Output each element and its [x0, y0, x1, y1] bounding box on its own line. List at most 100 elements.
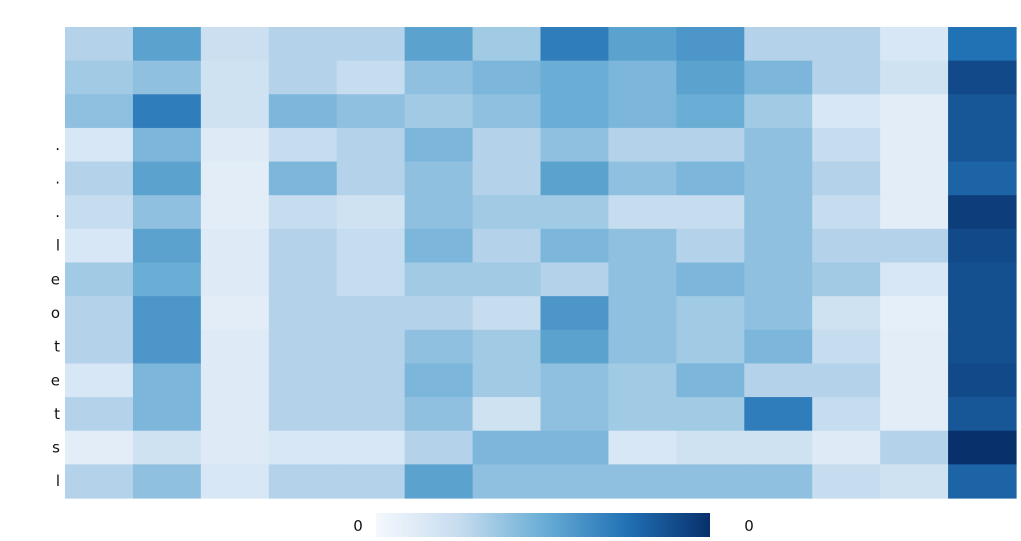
heatmap-cell [65, 363, 134, 397]
heatmap-cell [201, 431, 270, 465]
heatmap-cell [65, 431, 134, 465]
heatmap-cell [608, 397, 677, 431]
heatmap-cell [269, 363, 338, 397]
heatmap-cell [269, 431, 338, 465]
heatmap-cell [608, 27, 677, 61]
heatmap-cell [405, 397, 474, 431]
heatmap-cell [473, 363, 542, 397]
heatmap-cell [676, 195, 745, 229]
heatmap-cell [541, 27, 610, 61]
heatmap-cell [948, 296, 1017, 330]
heatmap-cell [608, 464, 677, 498]
row-label: l [56, 472, 60, 490]
heatmap-cell [65, 162, 134, 196]
heatmap-cell [676, 431, 745, 465]
heatmap-cell [473, 195, 542, 229]
heatmap-cell [269, 229, 338, 263]
heatmap-cell [133, 464, 202, 498]
heatmap-cell [473, 94, 542, 128]
heatmap-cell [269, 162, 338, 196]
row-label: o [51, 304, 60, 322]
heatmap-cell [405, 431, 474, 465]
heatmap-cell [541, 128, 610, 162]
heatmap-cell [473, 296, 542, 330]
heatmap-cell [608, 195, 677, 229]
heatmap-cell [269, 464, 338, 498]
colorbar-min-label: 0 [353, 517, 363, 535]
heatmap-cell [133, 162, 202, 196]
heatmap-cell [201, 464, 270, 498]
heatmap-cell [65, 330, 134, 364]
heatmap-cell [269, 263, 338, 297]
heatmap-cell [948, 330, 1017, 364]
heatmap-cell [405, 128, 474, 162]
heatmap-cell [133, 330, 202, 364]
heatmap-cell [744, 263, 813, 297]
heatmap-cell [744, 330, 813, 364]
heatmap-cell [744, 431, 813, 465]
heatmap-cell [812, 94, 881, 128]
heatmap-cell [812, 195, 881, 229]
heatmap-cell [541, 229, 610, 263]
heatmap-cell [405, 195, 474, 229]
heatmap-cell [201, 363, 270, 397]
heatmap-cell [541, 464, 610, 498]
heatmap-cell [948, 431, 1017, 465]
heatmap-cell [473, 61, 542, 95]
heatmap-cell [676, 330, 745, 364]
heatmap-cell [880, 128, 949, 162]
heatmap-cell [473, 330, 542, 364]
heatmap-cell [676, 162, 745, 196]
heatmap-cell [405, 94, 474, 128]
heatmap-cell [744, 296, 813, 330]
heatmap-cell [133, 363, 202, 397]
heatmap-cell [608, 363, 677, 397]
heatmap-cell [405, 162, 474, 196]
heatmap-cell [201, 162, 270, 196]
row-label: e [51, 270, 60, 288]
heatmap-cell [65, 94, 134, 128]
heatmap-cell [269, 195, 338, 229]
heatmap-cell [337, 229, 406, 263]
heatmap-cell [676, 263, 745, 297]
heatmap-cell [948, 229, 1017, 263]
heatmap-cell [269, 397, 338, 431]
heatmap-cell [812, 61, 881, 95]
heatmap-cell [337, 263, 406, 297]
heatmap-cell [744, 229, 813, 263]
heatmap-cell [473, 162, 542, 196]
heatmap-cell [812, 27, 881, 61]
heatmap-cell [608, 330, 677, 364]
heatmap-cell [337, 464, 406, 498]
heatmap-cell [608, 61, 677, 95]
heatmap-cell [337, 363, 406, 397]
heatmap-cell [133, 229, 202, 263]
heatmap-cell [744, 363, 813, 397]
heatmap-cell [541, 330, 610, 364]
heatmap-cell [880, 27, 949, 61]
heatmap-cell [880, 431, 949, 465]
heatmap-cell [201, 296, 270, 330]
heatmap-cell [676, 229, 745, 263]
heatmap-cell [405, 363, 474, 397]
heatmap-cell [405, 27, 474, 61]
colorbar-max-label: 0 [744, 517, 754, 535]
heatmap-cell [880, 61, 949, 95]
heatmap-cell [812, 263, 881, 297]
heatmap-cell [337, 195, 406, 229]
heatmap-cell [948, 162, 1017, 196]
heatmap-cell [880, 397, 949, 431]
heatmap-cell [608, 263, 677, 297]
heatmap-cell [948, 195, 1017, 229]
heatmap-cell [812, 330, 881, 364]
heatmap-cell [269, 27, 338, 61]
heatmap-cell [948, 128, 1017, 162]
heatmap-cell [676, 27, 745, 61]
heatmap-cell [133, 397, 202, 431]
heatmap-cell [65, 263, 134, 297]
heatmap-cell [337, 61, 406, 95]
heatmap-cell [608, 296, 677, 330]
heatmap-cell [269, 330, 338, 364]
